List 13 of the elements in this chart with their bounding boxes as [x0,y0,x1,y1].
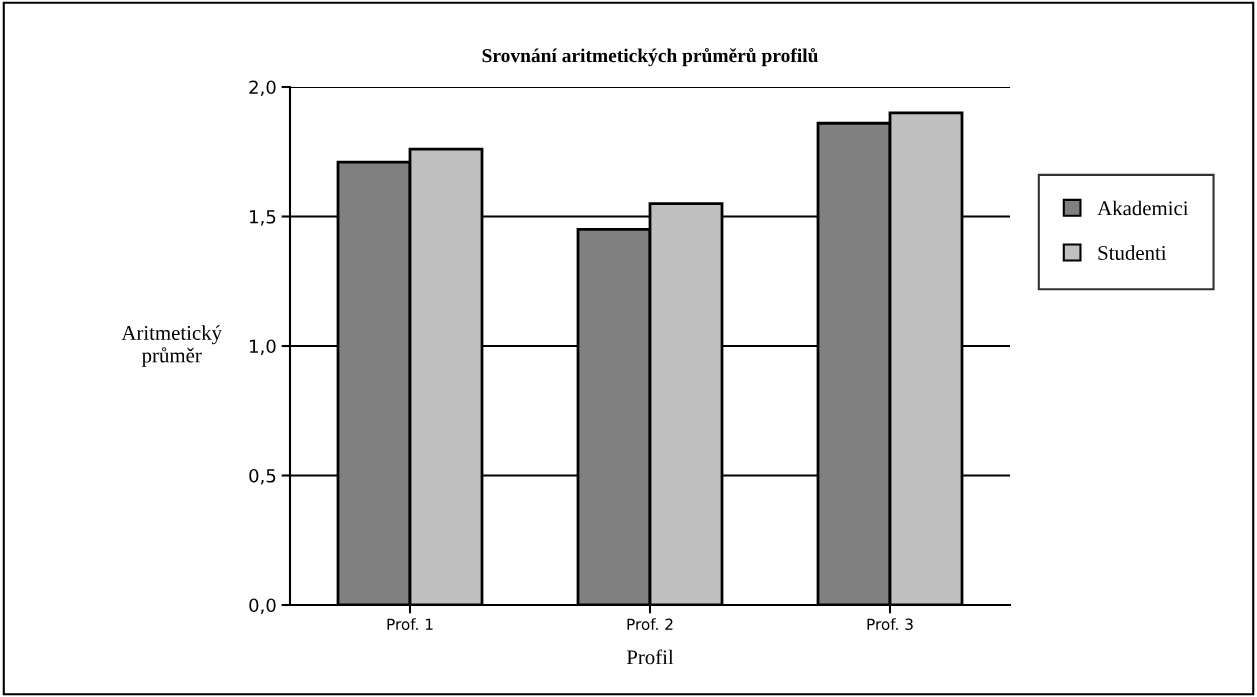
y-axis-title: Aritmetický průměr [121,325,222,367]
x-tick-label: Prof. 2 [627,618,673,631]
chart-title: Srovnání aritmetických průměrů profilů [482,47,818,67]
legend-label: Akademici [1097,200,1189,216]
y-tick-label: 1,5 [250,210,276,226]
x-axis-title: Profil [626,649,674,665]
y-tick-label: 1,0 [250,339,276,355]
y-tick-label: 0,5 [249,468,276,485]
x-tick-label: Prof. 3 [867,618,913,631]
x-tick-label: Prof. 1 [387,618,433,631]
y-tick-label: 2,0 [249,80,276,96]
legend-label: Studenti [1098,245,1167,260]
y-tick-label: 0,0 [249,598,276,614]
